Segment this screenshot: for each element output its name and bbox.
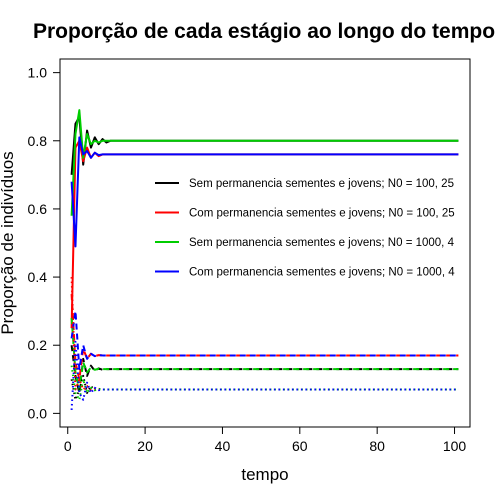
series-line-juvenile-3 <box>70 317 459 391</box>
legend-label: Sem permanencia sementes e jovens; N0 = … <box>189 237 455 249</box>
legend-label: Com permanencia sementes e jovens; N0 = … <box>189 208 455 220</box>
x-tick-label: 60 <box>292 438 308 454</box>
y-tick-label: 0.8 <box>28 133 48 149</box>
x-tick-label: 100 <box>443 438 467 454</box>
series-line-juvenile-2 <box>70 294 459 381</box>
series-line-seed-2 <box>70 277 459 392</box>
legend-label: Sem permanencia sementes e jovens; N0 = … <box>189 178 454 190</box>
y-tick-label: 0.2 <box>28 337 48 353</box>
x-axis-label: tempo <box>241 465 288 484</box>
series-line-seed-3 <box>70 365 459 401</box>
series-line-seed-4 <box>70 340 459 411</box>
series-line-adult-3 <box>70 109 459 216</box>
legend-label: Com permanencia sementes e jovens; N0 = … <box>189 267 455 279</box>
series-line-juvenile-4 <box>70 310 459 371</box>
series-line-adult-2 <box>70 139 459 329</box>
y-axis-label: Proporção de indivíduos <box>0 151 17 334</box>
y-tick-label: 0.0 <box>28 405 48 421</box>
chart-title: Proporção de cada estágio ao longo do te… <box>33 20 495 43</box>
series-line-seed-1 <box>70 374 459 401</box>
legend: Sem permanencia sementes e jovens; N0 = … <box>155 178 455 279</box>
y-tick-label: 0.4 <box>28 269 48 285</box>
x-tick-label: 40 <box>215 438 231 454</box>
y-axis: 0.0 0.2 0.4 0.6 0.8 1.0 <box>28 65 61 421</box>
y-tick-label: 1.0 <box>28 65 48 81</box>
x-axis: 0 20 40 60 80 100 <box>64 426 467 454</box>
series-layer <box>70 109 459 411</box>
x-tick-label: 80 <box>369 438 385 454</box>
y-tick-label: 0.6 <box>28 201 48 217</box>
x-tick-label: 0 <box>64 438 72 454</box>
x-tick-label: 20 <box>137 438 153 454</box>
series-line-adult-4 <box>70 136 459 248</box>
series-line-adult-1 <box>70 115 459 175</box>
